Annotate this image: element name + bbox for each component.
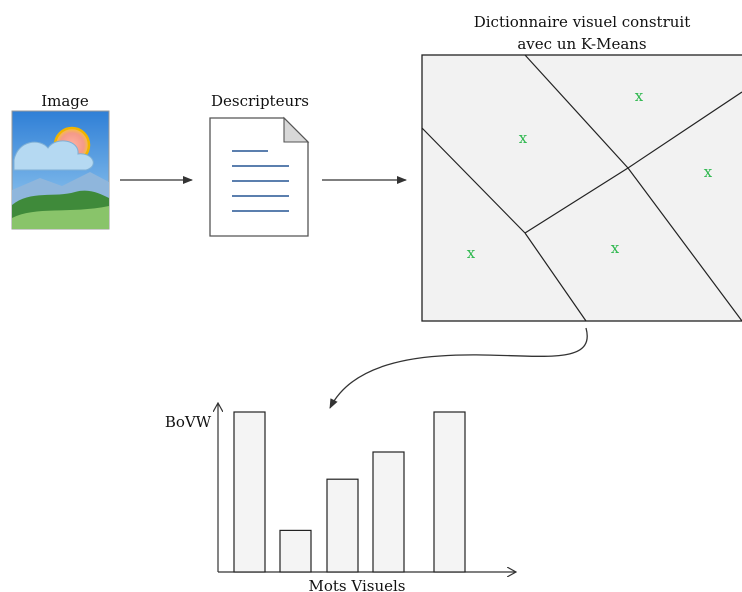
cluster-centroid-marker: x xyxy=(467,244,476,262)
histogram-bar xyxy=(279,529,312,573)
kmeans-voronoi-panel: x x x x x xyxy=(421,54,742,322)
dictionary-title-line1: Dictionnaire visuel construit xyxy=(474,13,691,31)
histogram-bar xyxy=(372,451,405,573)
voronoi-edge xyxy=(627,91,742,169)
cluster-centroid-marker: x xyxy=(704,163,713,181)
voronoi-edge xyxy=(524,167,629,234)
arrow-dictionary-to-histogram xyxy=(329,327,588,409)
y-axis-label: BoVW xyxy=(165,413,212,431)
voronoi-edge xyxy=(524,232,587,322)
voronoi-edge xyxy=(524,54,629,169)
dictionary-title-line2: avec un K-Means xyxy=(517,35,646,53)
voronoi-edge xyxy=(421,127,526,234)
x-axis-label: Mots Visuels xyxy=(309,577,406,592)
voronoi-edge xyxy=(627,167,742,322)
landscape-picture-icon xyxy=(11,110,110,230)
descriptors-label: Descripteurs xyxy=(211,92,309,110)
cluster-centroid-marker: x xyxy=(635,87,644,105)
image-label: Image xyxy=(41,92,89,110)
bars-group xyxy=(233,411,466,573)
histogram-bar xyxy=(433,411,466,573)
document-icon xyxy=(209,116,310,237)
histogram-bar xyxy=(233,411,266,573)
voronoi-frame xyxy=(421,54,742,322)
cluster-centroid-marker: x xyxy=(611,239,620,257)
bovw-histogram: BoVW Mots Visuels xyxy=(165,403,516,592)
cluster-centroid-marker: x xyxy=(519,129,528,147)
histogram-bar xyxy=(326,478,359,573)
